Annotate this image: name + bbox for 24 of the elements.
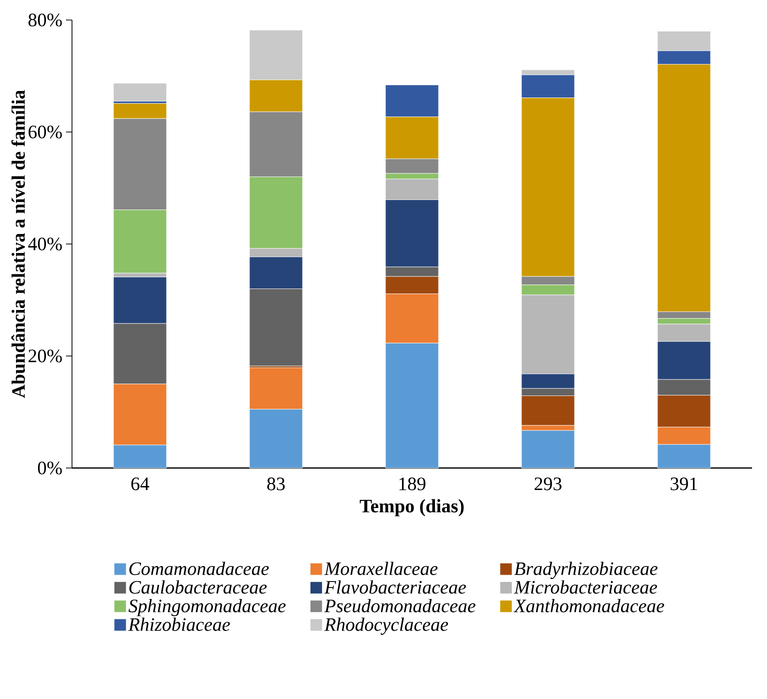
legend-label: Microbacteriaceae: [514, 580, 658, 594]
y-tick-label: 20%: [28, 350, 62, 362]
y-tick-label: 40%: [28, 238, 62, 250]
x-tick-label: 83: [267, 478, 285, 490]
x-tick-label: 64: [131, 478, 150, 490]
x-axis-title: Tempo (dias): [360, 499, 464, 516]
x-tick-label: 391: [670, 478, 698, 490]
legend-label: Comamonadaceae: [129, 562, 269, 576]
y-axis-title: Abundância relativa a nível de família: [11, 90, 25, 398]
x-tick-label: 293: [534, 478, 562, 490]
bar: [113, 83, 167, 102]
y-tick-label: 80%: [28, 14, 62, 26]
x-tick-label: 189: [399, 478, 426, 490]
y-tick-label: 60%: [28, 126, 62, 138]
legend-label: Flavobacteriaceae: [324, 580, 466, 594]
legend-label: Moraxellaceae: [324, 562, 438, 576]
legend-label: Caulobacteraceae: [129, 580, 267, 594]
legend-label: Sphingomonadaceae: [128, 599, 286, 616]
legend-label: Bradyrhizobiaceae: [514, 562, 658, 579]
legend-label: Rhizobiaceae: [128, 618, 230, 631]
legend-label: Rhodocyclaceae: [324, 618, 448, 635]
legend-label: Pseudomonadaceae: [324, 599, 476, 612]
y-tick-label: 0%: [38, 462, 62, 474]
legend-label: Xanthomonadaceae: [514, 599, 664, 612]
